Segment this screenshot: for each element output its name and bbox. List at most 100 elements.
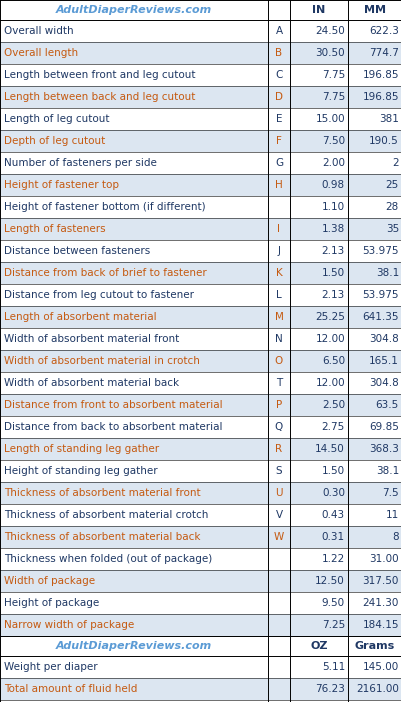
Bar bbox=[0, 636, 401, 656]
Text: 165.1: 165.1 bbox=[368, 356, 398, 366]
Bar bbox=[0, 350, 401, 372]
Bar bbox=[0, 614, 401, 636]
Text: C: C bbox=[275, 70, 282, 80]
Text: 6.50: 6.50 bbox=[321, 356, 344, 366]
Text: MM: MM bbox=[363, 5, 385, 15]
Bar bbox=[0, 174, 401, 196]
Bar bbox=[0, 394, 401, 416]
Text: B: B bbox=[275, 48, 282, 58]
Text: Length between back and leg cutout: Length between back and leg cutout bbox=[4, 92, 195, 102]
Text: Height of fastener bottom (if different): Height of fastener bottom (if different) bbox=[4, 202, 205, 212]
Text: 35: 35 bbox=[385, 224, 398, 234]
Text: IN: IN bbox=[312, 5, 325, 15]
Text: 25.25: 25.25 bbox=[314, 312, 344, 322]
Bar bbox=[0, 262, 401, 284]
Bar bbox=[0, 548, 401, 570]
Text: Weight per diaper: Weight per diaper bbox=[4, 662, 97, 672]
Bar bbox=[0, 64, 401, 86]
Text: 7.75: 7.75 bbox=[321, 92, 344, 102]
Text: A: A bbox=[275, 26, 282, 36]
Text: Height of standing leg gather: Height of standing leg gather bbox=[4, 466, 157, 476]
Text: 7.25: 7.25 bbox=[321, 620, 344, 630]
Text: 0.98: 0.98 bbox=[321, 180, 344, 190]
Text: 63.5: 63.5 bbox=[375, 400, 398, 410]
Text: Height of package: Height of package bbox=[4, 598, 99, 608]
Text: 196.85: 196.85 bbox=[362, 92, 398, 102]
Text: 774.7: 774.7 bbox=[368, 48, 398, 58]
Text: 368.3: 368.3 bbox=[368, 444, 398, 454]
Text: 2.13: 2.13 bbox=[321, 246, 344, 256]
Text: 0.43: 0.43 bbox=[321, 510, 344, 520]
Text: Overall width: Overall width bbox=[4, 26, 73, 36]
Text: 30.50: 30.50 bbox=[315, 48, 344, 58]
Text: 1.50: 1.50 bbox=[321, 268, 344, 278]
Text: Distance between fasteners: Distance between fasteners bbox=[4, 246, 150, 256]
Text: U: U bbox=[275, 488, 282, 498]
Bar bbox=[0, 86, 401, 108]
Text: 196.85: 196.85 bbox=[362, 70, 398, 80]
Bar bbox=[0, 460, 401, 482]
Bar bbox=[0, 284, 401, 306]
Text: I: I bbox=[277, 224, 280, 234]
Text: Depth of leg cutout: Depth of leg cutout bbox=[4, 136, 105, 146]
Bar bbox=[0, 700, 401, 702]
Text: 53.975: 53.975 bbox=[362, 246, 398, 256]
Text: G: G bbox=[274, 158, 282, 168]
Text: 12.00: 12.00 bbox=[315, 378, 344, 388]
Text: Thickness of absorbent material crotch: Thickness of absorbent material crotch bbox=[4, 510, 208, 520]
Bar bbox=[0, 372, 401, 394]
Text: 2.50: 2.50 bbox=[321, 400, 344, 410]
Text: V: V bbox=[275, 510, 282, 520]
Text: 5.11: 5.11 bbox=[321, 662, 344, 672]
Text: D: D bbox=[274, 92, 282, 102]
Text: L: L bbox=[275, 290, 281, 300]
Text: Length of standing leg gather: Length of standing leg gather bbox=[4, 444, 159, 454]
Bar bbox=[0, 526, 401, 548]
Text: N: N bbox=[274, 334, 282, 344]
Text: 241.30: 241.30 bbox=[362, 598, 398, 608]
Text: Grams: Grams bbox=[354, 641, 394, 651]
Text: 12.00: 12.00 bbox=[315, 334, 344, 344]
Bar bbox=[0, 306, 401, 328]
Text: 1.50: 1.50 bbox=[321, 466, 344, 476]
Text: Width of absorbent material in crotch: Width of absorbent material in crotch bbox=[4, 356, 199, 366]
Text: 28: 28 bbox=[385, 202, 398, 212]
Text: W: W bbox=[273, 532, 284, 542]
Text: R: R bbox=[275, 444, 282, 454]
Text: 8: 8 bbox=[391, 532, 398, 542]
Text: 190.5: 190.5 bbox=[369, 136, 398, 146]
Bar bbox=[0, 196, 401, 218]
Bar bbox=[0, 592, 401, 614]
Text: 1.38: 1.38 bbox=[321, 224, 344, 234]
Text: 25: 25 bbox=[385, 180, 398, 190]
Bar bbox=[0, 0, 401, 20]
Text: 641.35: 641.35 bbox=[362, 312, 398, 322]
Text: Thickness of absorbent material front: Thickness of absorbent material front bbox=[4, 488, 200, 498]
Text: Length of absorbent material: Length of absorbent material bbox=[4, 312, 156, 322]
Text: Overall length: Overall length bbox=[4, 48, 78, 58]
Text: Thickness of absorbent material back: Thickness of absorbent material back bbox=[4, 532, 200, 542]
Text: 2: 2 bbox=[391, 158, 398, 168]
Text: 2.13: 2.13 bbox=[321, 290, 344, 300]
Text: 31.00: 31.00 bbox=[369, 554, 398, 564]
Bar bbox=[0, 678, 401, 700]
Text: 381: 381 bbox=[378, 114, 398, 124]
Text: 12.50: 12.50 bbox=[314, 576, 344, 586]
Text: 1.10: 1.10 bbox=[321, 202, 344, 212]
Bar bbox=[0, 504, 401, 526]
Text: 1.22: 1.22 bbox=[321, 554, 344, 564]
Text: 0.31: 0.31 bbox=[321, 532, 344, 542]
Text: 317.50: 317.50 bbox=[362, 576, 398, 586]
Text: T: T bbox=[275, 378, 282, 388]
Text: 2.00: 2.00 bbox=[321, 158, 344, 168]
Bar bbox=[0, 416, 401, 438]
Text: Width of absorbent material back: Width of absorbent material back bbox=[4, 378, 179, 388]
Bar bbox=[0, 570, 401, 592]
Text: Length between front and leg cutout: Length between front and leg cutout bbox=[4, 70, 195, 80]
Text: Distance from front to absorbent material: Distance from front to absorbent materia… bbox=[4, 400, 222, 410]
Text: 7.50: 7.50 bbox=[321, 136, 344, 146]
Text: Number of fasteners per side: Number of fasteners per side bbox=[4, 158, 156, 168]
Text: E: E bbox=[275, 114, 282, 124]
Text: 2161.00: 2161.00 bbox=[355, 684, 398, 694]
Text: Distance from back of brief to fastener: Distance from back of brief to fastener bbox=[4, 268, 206, 278]
